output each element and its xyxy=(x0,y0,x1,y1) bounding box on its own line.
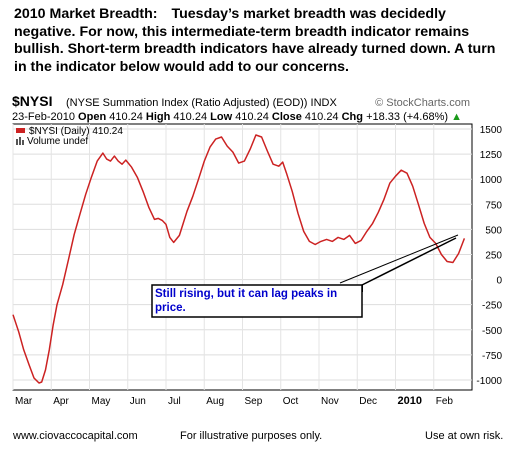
y-tick-label: 1250 xyxy=(480,150,503,161)
chart-title: (NYSE Summation Index (Ratio Adjusted) (… xyxy=(66,97,337,109)
chart-symbol: $NYSI xyxy=(12,93,52,109)
ohlc-label: Open xyxy=(78,111,109,123)
legend-entry-volume: Volume undef xyxy=(27,136,88,147)
annotation-box xyxy=(151,284,363,318)
footer-note: For illustrative purposes only. xyxy=(180,430,323,442)
commentary-paragraph: 2010 Market Breadth: Tuesday’s market bre… xyxy=(14,6,510,76)
legend-swatch-nysi xyxy=(16,128,25,133)
y-tick-label: -250 xyxy=(482,301,502,312)
date-label: 23-Feb-2010 xyxy=(12,111,78,123)
volume-icon xyxy=(16,137,24,145)
ohlc-value: 410.24 xyxy=(235,111,272,123)
y-tick-label: 1000 xyxy=(480,175,503,186)
grid-lines xyxy=(12,124,472,390)
x-tick-label: Dec xyxy=(359,396,377,407)
x-tick-label: Jun xyxy=(130,396,146,407)
legend-entry-nysi: $NYSI (Daily) 410.24 xyxy=(29,126,123,137)
legend: $NYSI (Daily) 410.24 Volume undef xyxy=(16,126,123,147)
y-tick-label: 0 xyxy=(496,276,502,287)
y-tick-label: 250 xyxy=(485,250,502,261)
x-tick-label: Feb xyxy=(436,396,454,407)
x-tick-label: 2010 xyxy=(398,395,422,407)
ohlc-label: High xyxy=(146,111,174,123)
x-tick-label: May xyxy=(92,396,111,407)
footer-risk: Use at own risk. xyxy=(425,430,504,442)
x-tick-label: Mar xyxy=(15,396,33,407)
commentary-heading: 2010 Market Breadth: xyxy=(14,6,158,22)
nysi-series-line xyxy=(12,134,466,384)
x-tick-label: Aug xyxy=(206,396,224,407)
y-tick-label: -500 xyxy=(482,326,502,337)
ohlc-label: Close xyxy=(272,111,305,123)
ohlc-value: 410.24 xyxy=(305,111,342,123)
ohlc-value: 410.24 xyxy=(109,111,146,123)
y-tick-label: 500 xyxy=(485,225,502,236)
x-tick-label: Apr xyxy=(53,396,69,407)
stockcharts-watermark: © StockCharts.com xyxy=(375,97,470,109)
x-tick-label: Nov xyxy=(321,396,339,407)
ohlc-line: 23-Feb-2010 Open 410.24 High 410.24 Low … xyxy=(12,111,462,123)
y-tick-label: -750 xyxy=(482,351,502,362)
y-tick-label: 1500 xyxy=(480,125,503,136)
y-tick-label: -1000 xyxy=(476,376,502,387)
y-tick-label: 750 xyxy=(485,200,502,211)
ohlc-value: 410.24 xyxy=(173,111,210,123)
footer-website: www.ciovaccocapital.com xyxy=(13,430,138,442)
x-tick-label: Jul xyxy=(168,396,181,407)
commentary-body: Tuesday’s market breadth was decidedly n… xyxy=(14,6,496,75)
ohlc-label: Low xyxy=(210,111,235,123)
x-tick-label: Oct xyxy=(283,396,299,407)
y-axis: -1000 -750 -500 -250 0 250 500 750 1000 1250 1500 xyxy=(476,125,502,387)
ohlc-value: +18.33 (+4.68%) xyxy=(366,111,451,123)
annotation-text: Still rising, but it can lag peaks in pr… xyxy=(155,288,338,314)
x-tick-label: Sep xyxy=(245,396,263,407)
up-arrow-icon: ▲ xyxy=(451,111,462,123)
ohlc-label: Chg xyxy=(342,111,366,123)
x-axis: Mar Apr May Jun Jul Aug Sep Oct Nov Dec 2010 Feb xyxy=(15,395,453,407)
